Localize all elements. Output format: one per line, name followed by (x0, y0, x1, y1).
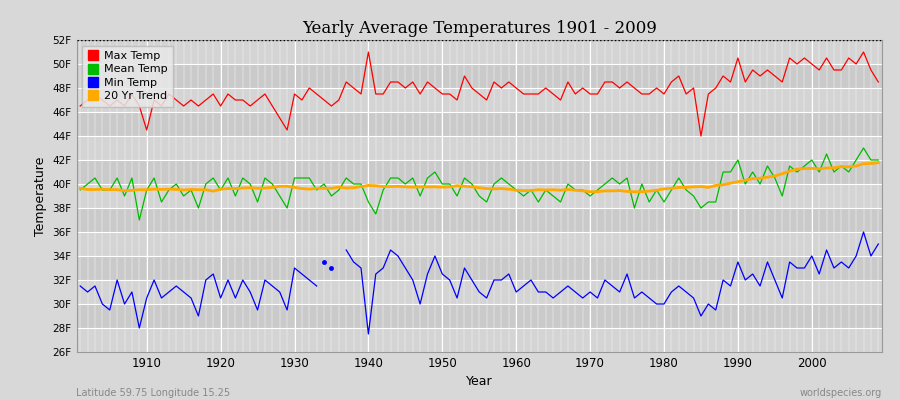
Bar (76, 280, 882, 304)
Legend: Max Temp, Mean Temp, Min Temp, 20 Yr Trend: Max Temp, Mean Temp, Min Temp, 20 Yr Tre… (82, 46, 174, 107)
Bar (76, 184, 882, 208)
Bar (76, 232, 882, 256)
Bar (76, 136, 882, 160)
Bar (76, 208, 882, 232)
Text: worldspecies.org: worldspecies.org (800, 388, 882, 398)
X-axis label: Year: Year (466, 376, 492, 388)
Bar (76, 40, 882, 64)
Bar (76, 160, 882, 184)
Title: Yearly Average Temperatures 1901 - 2009: Yearly Average Temperatures 1901 - 2009 (302, 20, 657, 37)
Bar (76, 304, 882, 328)
Bar (76, 88, 882, 112)
Bar (76, 64, 882, 88)
Bar (76, 112, 882, 136)
Text: Latitude 59.75 Longitude 15.25: Latitude 59.75 Longitude 15.25 (76, 388, 230, 398)
Y-axis label: Temperature: Temperature (34, 156, 47, 236)
Bar (76, 328, 882, 352)
Bar (76, 256, 882, 280)
